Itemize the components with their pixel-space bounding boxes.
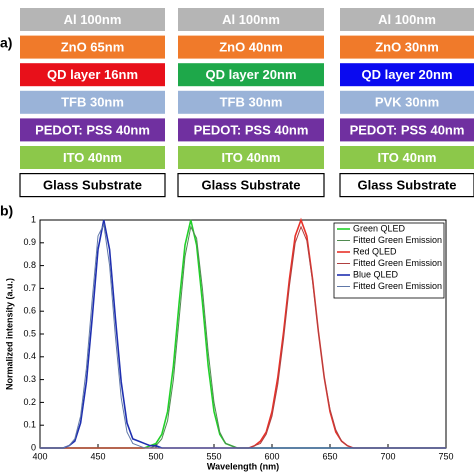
layer-label: Al 100nm (378, 12, 436, 27)
layer-label: ITO 40nm (377, 150, 436, 165)
y-tick-label: 0 (31, 442, 36, 452)
layer-label: Glass Substrate (43, 178, 142, 193)
legend-box (333, 222, 445, 299)
y-tick-label: 0.4 (23, 351, 36, 361)
layer-label: PVK 30nm (375, 95, 439, 110)
x-tick-label: 700 (380, 451, 395, 461)
layer (178, 35, 324, 59)
layer-label: PEDOT: PSS 40nm (350, 122, 465, 137)
layer (340, 35, 474, 59)
layer (340, 146, 474, 169)
layer (178, 63, 324, 87)
layer (178, 118, 324, 142)
layer (340, 63, 474, 87)
layer (178, 8, 324, 31)
layer-label: ITO 40nm (63, 150, 122, 165)
layer (178, 146, 324, 169)
layer (20, 8, 165, 31)
x-tick-label: 650 (322, 451, 337, 461)
layer (20, 90, 165, 114)
y-tick-label: 0.5 (23, 328, 36, 338)
series-line (40, 222, 446, 449)
layer-label: ZnO 30nm (375, 40, 439, 55)
layer (178, 90, 324, 114)
x-tick-label: 450 (90, 451, 105, 461)
legend-label: Fitted Green Emission (353, 235, 442, 245)
legend-label: Red QLED (353, 246, 397, 256)
layer-label: Al 100nm (222, 12, 280, 27)
layer (340, 118, 474, 142)
y-tick-label: 0.1 (23, 420, 36, 430)
layer (20, 146, 165, 169)
y-tick-label: 0.3 (23, 374, 36, 384)
legend-label: Fitted Green Emission (353, 281, 442, 291)
layer (19, 173, 166, 198)
layer-label: ITO 40nm (221, 150, 280, 165)
layer-label: ZnO 65nm (61, 40, 125, 55)
y-tick-label: 0.7 (23, 283, 36, 293)
x-tick-label: 600 (264, 451, 279, 461)
layer (20, 63, 165, 87)
y-tick-label: 0.8 (23, 260, 36, 270)
y-axis-title: Normalized intensity (a.u.) (4, 278, 14, 390)
layer (340, 8, 474, 31)
layer-label: Glass Substrate (358, 178, 457, 193)
layer-label: TFB 30nm (61, 95, 124, 110)
layer-label: QD layer 20nm (205, 67, 296, 82)
legend-label: Fitted Green Emission (353, 258, 442, 268)
layer-label: ZnO 40nm (219, 40, 283, 55)
layer-label: Glass Substrate (202, 178, 301, 193)
x-tick-label: 550 (206, 451, 221, 461)
panel-label: a) (0, 35, 12, 51)
y-tick-label: 0.9 (23, 237, 36, 247)
legend-label: Blue QLED (353, 269, 399, 279)
y-tick-label: 0.2 (23, 397, 36, 407)
layer (20, 35, 165, 59)
layer (339, 173, 474, 198)
layer-label: PEDOT: PSS 40nm (194, 122, 309, 137)
x-tick-label: 750 (438, 451, 453, 461)
legend-label: Green QLED (353, 223, 406, 233)
layer-label: QD layer 20nm (361, 67, 452, 82)
x-tick-label: 500 (148, 451, 163, 461)
y-tick-label: 0.6 (23, 306, 36, 316)
layer (340, 90, 474, 114)
x-tick-label: 400 (32, 451, 47, 461)
layer (177, 173, 325, 198)
layer (20, 118, 165, 142)
layer-label: QD layer 16nm (47, 67, 138, 82)
layer-label: Al 100nm (64, 12, 122, 27)
panel-label: b) (0, 203, 13, 219)
layer-label: TFB 30nm (220, 95, 283, 110)
x-axis-title: Wavelength (nm) (207, 461, 279, 471)
layer-label: PEDOT: PSS 40nm (35, 122, 150, 137)
y-tick-label: 1 (31, 214, 36, 224)
